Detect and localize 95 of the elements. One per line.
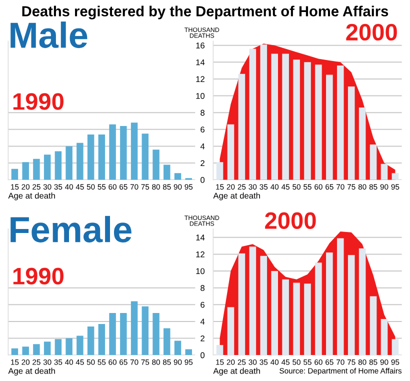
bar <box>142 134 149 180</box>
bar <box>282 279 289 356</box>
bar <box>142 306 149 356</box>
bar <box>315 64 322 180</box>
bar <box>109 124 116 180</box>
bar <box>271 271 278 356</box>
bar <box>326 252 333 356</box>
y-tick-label: 2 <box>200 335 204 342</box>
bar <box>358 108 366 180</box>
bar <box>164 164 170 180</box>
y-tick-label: 0 <box>200 352 205 358</box>
bar <box>33 158 40 180</box>
y-tick-label: 10 <box>196 92 205 99</box>
y-tick-label: 12 <box>196 76 204 82</box>
bar <box>348 86 355 180</box>
y-tick-label: 8 <box>200 285 205 291</box>
bar <box>227 124 234 180</box>
x-axis-title: Age at death <box>213 192 260 200</box>
bar <box>260 256 268 356</box>
bar <box>22 162 29 180</box>
bar <box>11 168 18 180</box>
y-tick-label: 10 <box>196 268 205 274</box>
y-tick-label: 6 <box>200 302 204 308</box>
bar <box>76 142 84 180</box>
annotation: Female <box>10 216 132 242</box>
bar <box>216 345 224 356</box>
bar <box>249 246 256 356</box>
y-tick-label: 8 <box>200 110 205 116</box>
bar <box>44 154 51 180</box>
bar <box>326 74 333 180</box>
y-tick-label: 6 <box>200 126 204 133</box>
bar <box>22 346 29 356</box>
y-tick-label: 2 <box>200 160 204 166</box>
x-axis-title: Age at death <box>8 368 55 376</box>
bar <box>54 339 62 356</box>
bar <box>152 150 160 180</box>
bar <box>164 328 170 356</box>
bar <box>174 340 182 356</box>
bar <box>87 326 94 356</box>
bar <box>358 248 366 356</box>
bar <box>336 66 344 180</box>
bar <box>109 313 116 356</box>
bar <box>392 339 399 356</box>
x-axis-title: Age at death <box>213 368 260 376</box>
bar <box>336 238 344 356</box>
bar <box>174 173 182 180</box>
y-tick-label: 4 <box>200 318 205 324</box>
annotation: Male <box>10 22 88 48</box>
y-tick-label: 12 <box>196 251 204 258</box>
bar <box>380 318 388 356</box>
bar <box>380 164 388 180</box>
bar <box>33 344 40 356</box>
bar <box>293 60 300 180</box>
bar <box>293 282 300 356</box>
bar <box>130 301 138 356</box>
bar <box>130 122 138 180</box>
bar <box>76 336 84 356</box>
bar <box>304 284 311 356</box>
x-axis-title: Age at death <box>8 192 55 200</box>
bar <box>249 48 256 180</box>
bar <box>238 253 246 356</box>
bar <box>227 307 234 356</box>
bar <box>370 296 377 356</box>
bar <box>120 126 127 180</box>
bar <box>282 54 289 180</box>
bar <box>66 146 72 180</box>
bar <box>87 134 94 180</box>
bar <box>271 54 278 180</box>
bar <box>54 151 62 180</box>
bar <box>44 342 51 356</box>
y-tick-label: 0 <box>200 177 205 183</box>
bar <box>348 255 355 356</box>
y-tick-label: 14 <box>196 59 205 66</box>
bar <box>185 349 192 356</box>
bar <box>11 348 18 356</box>
y-tick-label: 14 <box>196 234 205 240</box>
bar <box>392 173 399 180</box>
bar <box>98 134 106 180</box>
chart-title: Deaths registered by the Department of Home Affairs <box>22 6 388 20</box>
bar <box>152 313 160 356</box>
bar <box>66 338 72 356</box>
bar <box>120 313 127 356</box>
chart-subtitle: 2000 <box>346 24 397 41</box>
y-tick-label: 16 <box>196 42 204 48</box>
text: 1990 <box>13 268 64 284</box>
bar <box>98 324 106 356</box>
bar <box>370 144 377 180</box>
y-tick-label: 4 <box>200 144 205 150</box>
chart-subtitle: 2000 <box>265 212 316 230</box>
text: 1990 <box>13 93 64 110</box>
bar <box>315 262 322 356</box>
bar <box>216 162 224 180</box>
bar <box>260 44 268 180</box>
bar <box>238 74 246 180</box>
bar <box>304 62 311 180</box>
